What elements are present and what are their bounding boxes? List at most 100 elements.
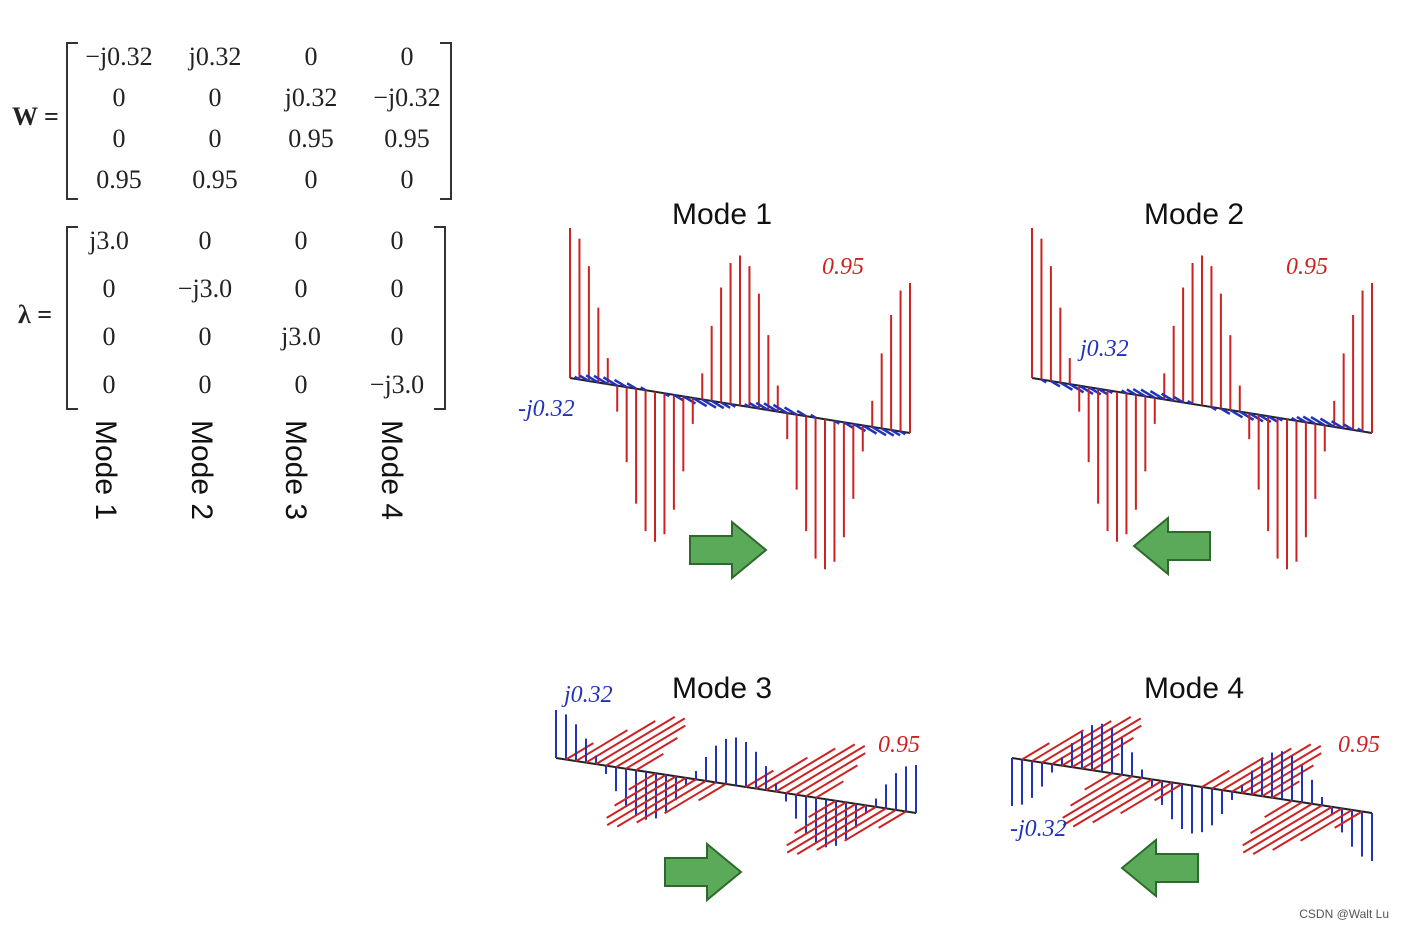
panel1-blue-stem	[749, 402, 760, 410]
panel1-blue-stem	[720, 401, 731, 409]
panel2-blue-stem	[1187, 400, 1194, 406]
panel3-red-stem	[615, 724, 686, 769]
lambda-label: λ =	[18, 300, 53, 329]
panel2-blue-stem	[1040, 378, 1047, 384]
lambda-cell-r2c4: 0	[390, 274, 404, 303]
panel4-red-stem	[1334, 810, 1363, 829]
panel1-blue-stem	[613, 378, 628, 389]
panel3-red-stem	[614, 773, 667, 807]
panel1-blue-stem	[673, 393, 684, 402]
panel1-blue-stem	[810, 413, 817, 419]
panel2-blue-stem	[1059, 381, 1074, 391]
panel3-red-stem	[635, 752, 664, 772]
panel1-red-label: 0.95	[822, 254, 864, 280]
panel4-red-stem	[1242, 802, 1313, 847]
w-cell-r1c4: 0	[400, 42, 414, 71]
panel3-red-stem	[664, 781, 717, 815]
panel1-blue-stem	[701, 398, 717, 409]
panel4-red-stem	[1120, 781, 1173, 815]
panel1-blue-stem	[871, 425, 887, 437]
w-cell-r3c1: 0	[112, 124, 126, 153]
w-label: W =	[12, 102, 59, 131]
panel3-red-stem	[606, 775, 677, 819]
panel4-red-stem	[1091, 752, 1120, 772]
panel3-red-stem	[775, 743, 856, 793]
panel3-red-stem	[628, 772, 657, 791]
panel2-blue-stem	[1291, 416, 1298, 422]
panel1-blue-stem	[744, 403, 751, 409]
lambda-cell-r4c2: 0	[198, 370, 212, 399]
lambda-bracket-right	[434, 226, 446, 410]
panel3-red-stem	[808, 799, 837, 819]
panel4-red-stem	[1031, 729, 1084, 762]
panel1-blue-stem	[574, 375, 581, 381]
panel1-blue-stem	[796, 409, 807, 418]
panel4-red-stem	[1221, 747, 1292, 791]
panel2-blue-stem	[1310, 416, 1326, 427]
panel2-blue-stem	[1106, 389, 1113, 395]
panel4-red-stem	[1062, 775, 1133, 819]
w-cell-r1c3: 0	[304, 42, 318, 71]
panel3-red-stem	[636, 780, 707, 824]
panel2-blue-stem	[1330, 420, 1345, 430]
panel2-blue-stem	[1319, 417, 1335, 428]
panel2-blue-stem	[1229, 409, 1244, 419]
w-cell-r3c3: 0.95	[288, 124, 334, 153]
panel2-blue-stem	[1210, 405, 1217, 411]
w-cell-r4c1: 0.95	[96, 165, 142, 194]
w-cell-r2c4: −j0.32	[373, 83, 441, 112]
panel4-red-stem	[1252, 806, 1333, 856]
panel3-red-stem	[765, 747, 836, 791]
panel3-red-stem	[815, 780, 844, 799]
panel3-red-stem	[585, 720, 656, 764]
panel4-red-stem	[1041, 720, 1112, 764]
panel4-blue-label: -j0.32	[1010, 816, 1067, 842]
panel4-red-stem	[1062, 777, 1143, 826]
w-bracket-left	[66, 42, 78, 200]
panel1-blue-stem	[692, 396, 708, 408]
panel2-blue-stem	[1343, 423, 1354, 432]
lambda-cell-r1c1: j3.0	[89, 226, 129, 255]
panel4-red-stem	[1300, 809, 1353, 842]
panel2-blue-stem	[1248, 412, 1264, 423]
w-bracket-right	[440, 42, 452, 200]
panel-title-mode-1: Mode 1	[672, 198, 773, 231]
panel4-red-stem	[1092, 780, 1163, 824]
panel4-red-stem	[1242, 804, 1323, 854]
panel1-blue-stem	[626, 382, 637, 390]
w-cell-r2c3: j0.32	[284, 83, 338, 112]
w-cell-r3c4: 0.95	[384, 124, 430, 153]
panel4-red-stem	[1154, 783, 1183, 802]
panel2-blue-stem	[1121, 389, 1128, 395]
panel2-blue-stem	[1050, 379, 1061, 388]
w-cell-r2c2: 0	[208, 83, 222, 112]
panel4-red-stem	[1272, 807, 1343, 851]
panel1-blue-stem	[663, 392, 670, 398]
panel2-blue-stem	[1220, 407, 1231, 416]
panel4-red-stem	[1250, 801, 1303, 835]
w-cell-r2c1: 0	[112, 83, 126, 112]
panel2-blue-stem	[1126, 388, 1137, 396]
lambda-cell-r3c2: 0	[198, 322, 212, 351]
panel4-red-stem	[1271, 780, 1300, 799]
panel2-blue-stem	[1239, 410, 1255, 421]
panel1-blue-stem	[899, 430, 906, 436]
panel1-blue-stem	[843, 421, 854, 429]
w-cell-r4c2: 0.95	[192, 165, 238, 194]
panel3-blue-label: j0.32	[561, 682, 613, 708]
panel2-blue-stem	[1357, 427, 1364, 433]
panel2-blue-stem	[1160, 392, 1175, 402]
panel2-blue-stem	[1140, 388, 1156, 399]
lambda-cell-r2c3: 0	[294, 274, 308, 303]
panel3-red-stem	[698, 783, 727, 802]
lambda-cell-r3c1: 0	[102, 322, 116, 351]
panel3-red-stem	[786, 804, 867, 854]
panel3-red-label: 0.95	[878, 732, 920, 758]
panel4-red-stem	[1201, 769, 1230, 788]
panel2-blue-stem	[1149, 390, 1165, 401]
panel1-blue-stem	[711, 399, 725, 410]
panel1-blue-stem	[585, 374, 599, 384]
panel4-direction-arrow-icon	[1120, 837, 1199, 899]
panel2-red-label: 0.95	[1286, 254, 1328, 280]
